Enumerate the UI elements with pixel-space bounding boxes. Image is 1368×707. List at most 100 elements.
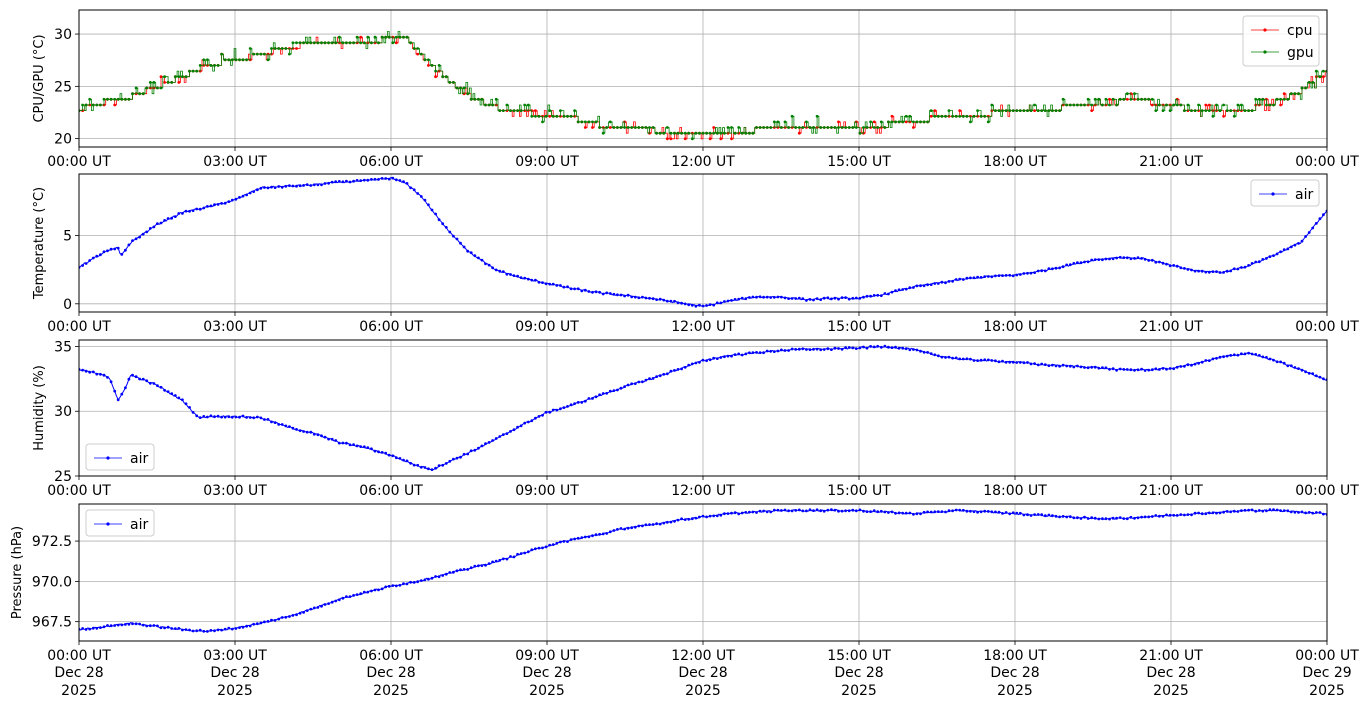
data-point bbox=[1282, 248, 1286, 252]
data-point bbox=[933, 109, 937, 112]
x-tick-label: 03:00 UT bbox=[203, 483, 267, 499]
data-point bbox=[1204, 359, 1208, 362]
data-point bbox=[965, 276, 969, 280]
data-point bbox=[1243, 352, 1247, 356]
data-point bbox=[444, 226, 448, 229]
data-point bbox=[822, 509, 826, 513]
data-point bbox=[641, 126, 644, 129]
data-point bbox=[1314, 69, 1318, 73]
data-point bbox=[195, 207, 199, 211]
data-point bbox=[127, 243, 131, 247]
data-point bbox=[277, 185, 281, 188]
data-point bbox=[890, 346, 894, 349]
data-point bbox=[530, 419, 534, 423]
legend: air bbox=[85, 509, 155, 537]
data-point bbox=[833, 346, 837, 350]
data-point bbox=[830, 508, 833, 512]
data-point bbox=[605, 126, 609, 129]
data-point bbox=[377, 41, 380, 45]
data-point bbox=[1168, 513, 1172, 517]
data-point bbox=[976, 275, 979, 279]
data-point bbox=[737, 352, 741, 356]
data-point bbox=[1029, 271, 1033, 275]
x-tick-label: 00:00 UT bbox=[1295, 648, 1359, 664]
data-point bbox=[619, 527, 623, 530]
data-point bbox=[181, 398, 184, 402]
data-point bbox=[919, 284, 922, 288]
chart-panel-2: 00:00 UT 03:00 UT 06:00 UT 09:00 UT 12:00 UT… bbox=[32, 173, 1359, 335]
data-point bbox=[633, 382, 637, 385]
data-point bbox=[901, 346, 905, 350]
data-point bbox=[740, 131, 744, 135]
data-point bbox=[1022, 513, 1026, 517]
data-point bbox=[448, 230, 452, 234]
x-tick-year-label: 2025 bbox=[997, 683, 1033, 699]
data-point bbox=[284, 184, 288, 188]
data-point bbox=[370, 178, 373, 181]
data-point bbox=[548, 282, 552, 286]
data-point bbox=[220, 52, 224, 56]
data-point bbox=[1076, 516, 1079, 520]
data-point bbox=[737, 297, 741, 301]
data-point bbox=[477, 564, 480, 568]
data-point bbox=[566, 114, 569, 118]
data-point bbox=[1140, 97, 1143, 101]
data-point bbox=[1026, 109, 1029, 112]
data-point bbox=[305, 41, 309, 45]
data-point bbox=[879, 509, 883, 513]
data-point bbox=[644, 126, 648, 129]
data-point bbox=[1061, 97, 1065, 101]
data-point bbox=[1261, 509, 1265, 513]
data-point bbox=[637, 126, 641, 129]
data-point bbox=[437, 464, 441, 467]
data-point bbox=[238, 415, 241, 419]
data-point bbox=[1175, 365, 1179, 369]
data-point bbox=[263, 620, 266, 624]
data-point bbox=[1279, 103, 1282, 107]
data-point bbox=[994, 109, 997, 112]
data-point bbox=[177, 81, 181, 84]
legend-label-gpu: gpu bbox=[1287, 45, 1314, 61]
data-point bbox=[1036, 513, 1040, 516]
data-point bbox=[1154, 514, 1158, 517]
data-point bbox=[473, 254, 477, 257]
data-point bbox=[223, 58, 227, 62]
data-point bbox=[195, 629, 199, 633]
data-point bbox=[630, 295, 634, 299]
data-point bbox=[1247, 264, 1250, 267]
data-point bbox=[555, 284, 559, 287]
data-point bbox=[587, 120, 591, 124]
data-point bbox=[138, 622, 142, 626]
data-point bbox=[469, 566, 473, 570]
data-point bbox=[616, 528, 619, 531]
data-point bbox=[708, 514, 712, 518]
data-point bbox=[1183, 364, 1186, 368]
data-point bbox=[206, 58, 209, 62]
data-point bbox=[141, 92, 145, 96]
data-point bbox=[377, 178, 380, 181]
data-point bbox=[1197, 103, 1200, 107]
data-point bbox=[184, 209, 188, 213]
data-point bbox=[605, 532, 609, 535]
data-point bbox=[223, 201, 227, 205]
data-point bbox=[1307, 371, 1311, 375]
data-point bbox=[1068, 103, 1072, 107]
data-point bbox=[516, 109, 519, 112]
data-point bbox=[419, 52, 423, 56]
data-point bbox=[576, 401, 580, 404]
data-point bbox=[794, 509, 798, 512]
data-point bbox=[173, 394, 177, 397]
data-point bbox=[790, 347, 794, 351]
data-point bbox=[961, 508, 965, 512]
data-point bbox=[405, 35, 409, 39]
data-point bbox=[758, 509, 762, 513]
data-point bbox=[284, 47, 288, 50]
data-point bbox=[548, 109, 552, 112]
data-point bbox=[106, 624, 109, 627]
data-point bbox=[412, 463, 416, 467]
data-point bbox=[1026, 271, 1029, 275]
data-point bbox=[1108, 97, 1111, 101]
data-point bbox=[740, 511, 744, 515]
data-point bbox=[1236, 510, 1240, 513]
